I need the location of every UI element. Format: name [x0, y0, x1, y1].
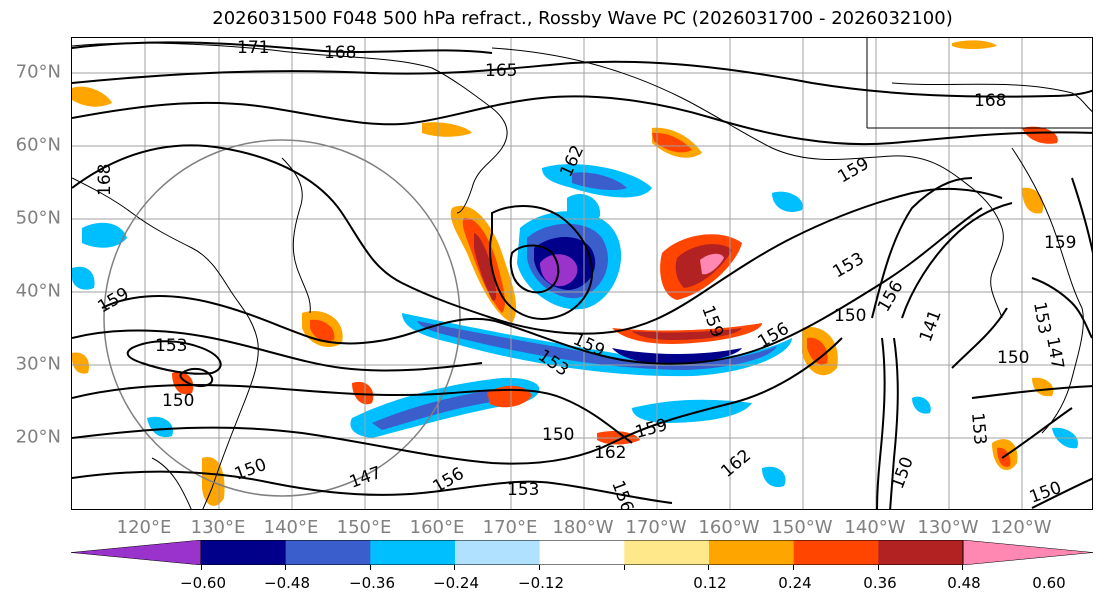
contour-label: 165 [485, 61, 517, 81]
lon-label-140e: 140°E [263, 517, 319, 538]
colorbar-extend-min [71, 540, 202, 565]
contour-label: 156 [874, 277, 908, 315]
colorbar-tick-label: 0.36 [863, 574, 897, 592]
contour-label: 159 [633, 415, 670, 443]
contour-label: 156 [607, 478, 637, 510]
colorbar-tick-label: 0.60 [1032, 574, 1066, 592]
map-canvas: 171 168 165 168 168 162 159 159 159 153 … [72, 38, 1092, 510]
colorbar-segment [878, 540, 964, 565]
colorbar-segment [539, 540, 625, 565]
colorbar-tick-label: −0.60 [180, 574, 226, 592]
contour-label: 162 [717, 446, 755, 482]
projection-circle [103, 139, 461, 497]
colorbar-tick-label: −0.24 [433, 574, 479, 592]
colorbar-tickmark [793, 565, 794, 570]
lon-label-170e: 170°E [482, 517, 538, 538]
contour-label: 171 [237, 38, 269, 58]
lat-label-70n: 70°N [15, 61, 61, 83]
contour-label: 153 [830, 249, 868, 283]
contour-label: 150 [162, 391, 194, 411]
colorbar-segments [201, 540, 964, 565]
contour-label: 147 [1042, 335, 1067, 370]
contour-label: 150 [888, 454, 918, 491]
colorbar-tick-label: −0.36 [349, 574, 395, 592]
colorbar-tickmark [962, 565, 963, 570]
contour-label: 153 [507, 480, 539, 500]
contour-label: 150 [232, 455, 269, 485]
lon-label-170w: 170°W [625, 517, 687, 538]
colorbar-tick-label: 0.12 [693, 574, 727, 592]
colorbar-outline [200, 540, 964, 565]
lon-label-140w: 140°W [844, 517, 906, 538]
colorbar-tickmark [285, 565, 286, 570]
contour-label: 159 [95, 284, 133, 318]
lon-label-160e: 160°E [409, 517, 465, 538]
contour-label: 153 [155, 336, 187, 356]
colorbar-tick-label: −0.12 [518, 574, 564, 592]
colorbar-segment [201, 540, 287, 565]
lon-label-160w: 160°W [698, 517, 760, 538]
colorbar-tickmark [201, 565, 202, 570]
colorbar-tickmark [708, 565, 709, 570]
colorbar-segment [455, 540, 541, 565]
contour-label: 153 [967, 412, 990, 446]
lon-label-130w: 130°W [917, 517, 979, 538]
contour-label: 162 [594, 443, 626, 463]
contour-label: 150 [1027, 478, 1064, 508]
lon-label-180w: 180°W [552, 517, 614, 538]
lon-label-120e: 120°E [116, 517, 172, 538]
lat-label-20n: 20°N [15, 426, 61, 448]
colorbar-tickmark [539, 565, 540, 570]
contour-label: 141 [916, 307, 946, 344]
contour-label: 150 [997, 348, 1029, 368]
colorbar-extend-max [962, 540, 1093, 565]
colorbar-tick-label: −0.48 [264, 574, 310, 592]
contour-label: 153 [1029, 300, 1054, 335]
colorbar-segment [624, 540, 710, 565]
contour-label: 168 [324, 43, 356, 63]
lat-label-40n: 40°N [15, 280, 61, 302]
lat-label-60n: 60°N [15, 134, 61, 156]
contour-label: 147 [347, 463, 384, 493]
contour-label: 168 [974, 91, 1006, 111]
colorbar-tickmark [624, 565, 625, 570]
shaded-anomalies [72, 40, 1078, 506]
map-panel: 171 168 165 168 168 162 159 159 159 153 … [71, 37, 1093, 510]
colorbar-tickmark [454, 565, 455, 570]
colorbar-tickmark [370, 565, 371, 570]
colorbar-segment [370, 540, 456, 565]
contour-label: 168 [95, 164, 115, 196]
coastlines [72, 38, 1092, 509]
gridlines [72, 38, 1092, 509]
height-contours [72, 41, 1092, 509]
contour-label: 150 [834, 306, 866, 326]
colorbar-segment [285, 540, 371, 565]
colorbar-tick-label: 0.24 [778, 574, 812, 592]
colorbar-tick-label: 0.48 [947, 574, 981, 592]
lon-label-150w: 150°W [771, 517, 833, 538]
contour-label: 150 [542, 425, 574, 445]
lon-label-130e: 130°E [190, 517, 246, 538]
map-title: 2026031500 F048 500 hPa refract., Rossby… [212, 8, 953, 29]
colorbar-segment [793, 540, 879, 565]
colorbar-tickmark [878, 565, 879, 570]
colorbar-segment [709, 540, 795, 565]
lat-label-50n: 50°N [15, 207, 61, 229]
colorbar [71, 540, 1093, 565]
lat-label-30n: 30°N [15, 353, 61, 375]
lon-label-150e: 150°E [336, 517, 392, 538]
lon-label-120w: 120°W [990, 517, 1052, 538]
contour-label: 159 [1044, 233, 1076, 253]
